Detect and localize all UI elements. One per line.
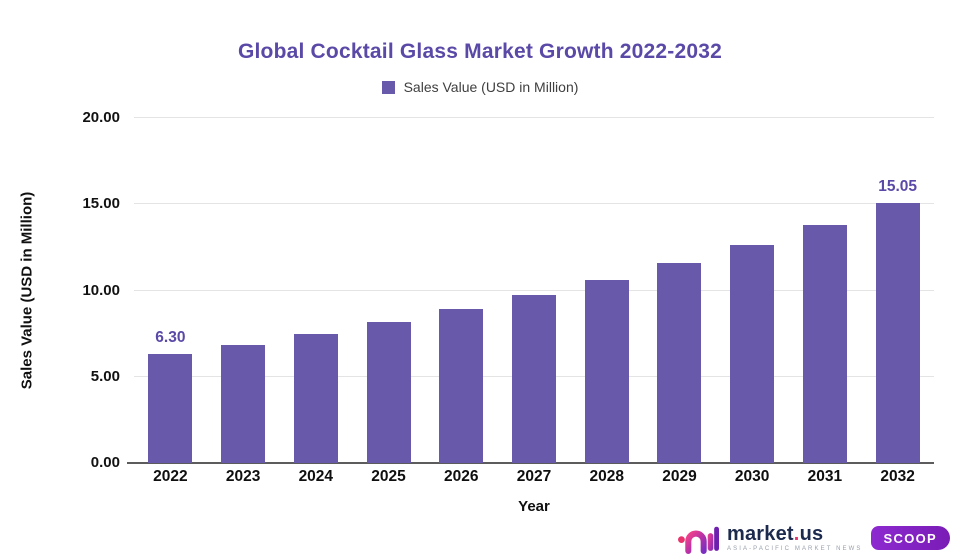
x-tick-label-2024: 2024	[298, 468, 334, 485]
legend-swatch-icon	[381, 80, 395, 94]
brand-wordmark: market.us	[727, 524, 863, 544]
y-tick-label-15.00: 15.00	[82, 195, 120, 213]
x-tick-label-2026: 2026	[444, 468, 479, 485]
bar-2030[interactable]	[730, 244, 775, 463]
bar-2024[interactable]	[293, 333, 338, 463]
wordmark-pre: market	[727, 523, 794, 545]
wordmark-post: us	[799, 523, 824, 545]
x-tick-label-2031: 2031	[807, 468, 843, 485]
y-axis-title: Sales Value (USD in Million)	[18, 191, 36, 390]
bar-2029[interactable]	[657, 263, 702, 463]
x-tick-label-2025: 2025	[371, 468, 406, 485]
bar-2023[interactable]	[221, 344, 266, 463]
y-tick-label-5.00: 5.00	[90, 367, 120, 385]
x-tick-label-2023: 2023	[225, 468, 261, 485]
y-tick-label-10.00: 10.00	[82, 281, 120, 299]
bar-value-label-2022: 6.30	[155, 329, 186, 347]
chart-legend: Sales Value (USD in Million)	[0, 79, 960, 95]
y-tick-label-20.00: 20.00	[82, 109, 120, 126]
y-tick-label-0.00: 0.00	[90, 454, 120, 471]
wordmark-dot: .	[793, 523, 800, 545]
brand-text-column: market.us ASIA-PACIFIC MARKET NEWS	[727, 524, 863, 552]
bar-2028[interactable]	[584, 279, 629, 463]
legend-label: Sales Value (USD in Million)	[403, 79, 579, 95]
chart-title: Global Cocktail Glass Market Growth 2022…	[237, 40, 723, 63]
brand-footer: market.us ASIA-PACIFIC MARKET NEWS SCOOP	[677, 519, 950, 557]
brand-tagline: ASIA-PACIFIC MARKET NEWS	[727, 546, 863, 552]
x-tick-label-2032: 2032	[880, 468, 915, 485]
bar-2026[interactable]	[439, 309, 484, 463]
x-tick-label-2028: 2028	[589, 468, 624, 485]
x-tick-label-2030: 2030	[734, 468, 770, 485]
plot-area: 6.30 15.05	[127, 117, 934, 464]
x-tick-label-2022: 2022	[153, 468, 188, 485]
marketus-logo-icon	[678, 526, 719, 554]
x-axis-title: Year	[518, 498, 550, 515]
bar-value-label-2032: 15.05	[878, 178, 918, 196]
x-tick-label-2029: 2029	[662, 468, 697, 485]
bar-2022[interactable]	[148, 354, 193, 463]
x-tick-label-2027: 2027	[516, 468, 552, 485]
bar-2032[interactable]	[875, 203, 920, 463]
bar-2025[interactable]	[366, 321, 411, 463]
bar-2027[interactable]	[512, 295, 556, 463]
scoop-badge: SCOOP	[870, 526, 950, 550]
bar-2031[interactable]	[802, 225, 847, 463]
x-axis-line	[127, 462, 934, 464]
gridline-20.00	[134, 117, 934, 118]
gridline-15.00	[134, 203, 934, 205]
gridline-10.00	[134, 289, 934, 291]
